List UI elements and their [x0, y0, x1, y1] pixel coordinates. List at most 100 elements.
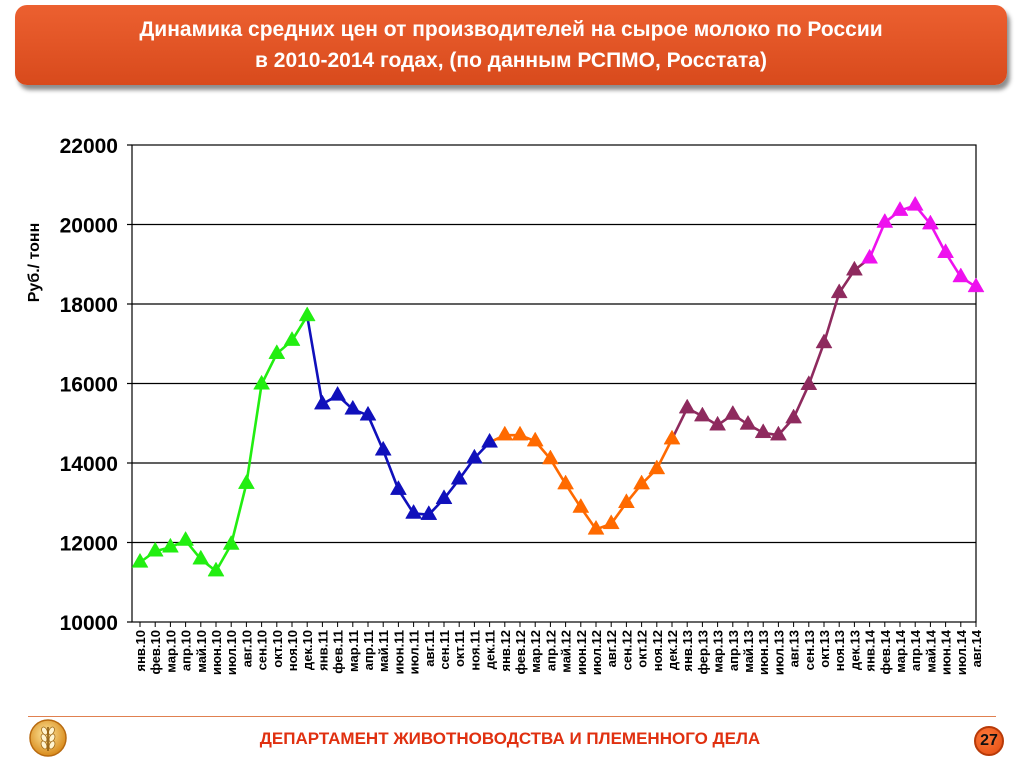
x-tick-label: май.11	[376, 630, 391, 672]
wheat-ear-logo-icon	[29, 719, 67, 757]
data-point-фев.14	[876, 213, 894, 228]
x-tick-label: июн.14	[939, 629, 954, 675]
y-axis-label: Руб./ тонн	[26, 223, 43, 303]
x-tick-label: ноя.10	[285, 630, 300, 671]
data-point-дек.10	[298, 306, 316, 322]
data-point-май.14	[921, 214, 939, 230]
x-tick-label: июл.14	[954, 629, 969, 675]
y-tick-label: 14000	[60, 453, 118, 476]
data-point-мар.10	[161, 537, 179, 553]
x-tick-label: июл.10	[224, 630, 239, 675]
title-banner: Динамика средних цен от производителей н…	[15, 5, 1007, 85]
data-point-сен.12	[617, 493, 635, 508]
data-point-мар.11	[344, 399, 362, 415]
x-tick-label: ноя.12	[650, 630, 665, 671]
data-point-дек.13	[845, 260, 863, 276]
x-tick-label: дек.12	[665, 630, 680, 670]
x-tick-label: фев.12	[513, 630, 528, 675]
x-tick-label: окт.13	[817, 630, 832, 668]
data-point-апр.12	[541, 449, 559, 465]
y-tick-label: 16000	[60, 374, 118, 397]
x-tick-label: сен.12	[619, 630, 634, 670]
x-tick-label: авг.10	[239, 630, 254, 667]
data-point-июл.12	[587, 519, 605, 535]
data-point-янв.13	[678, 398, 696, 414]
data-point-ноя.11	[465, 448, 483, 464]
x-tick-label: апр.11	[361, 630, 376, 670]
data-point-дек.12	[663, 429, 681, 445]
x-tick-label: май.13	[741, 630, 756, 673]
data-point-янв.12	[496, 425, 514, 441]
x-tick-label: окт.12	[635, 630, 650, 668]
y-tick-label: 18000	[60, 294, 118, 317]
slide-title-line2: в 2010-2014 годах, (по данным РСПМО, Рос…	[255, 49, 767, 72]
x-tick-label: сен.11	[437, 630, 452, 670]
y-tick-label: 20000	[60, 215, 118, 238]
data-point-сен.10	[253, 374, 271, 390]
x-tick-label: окт.10	[270, 630, 285, 668]
data-point-май.11	[374, 440, 392, 456]
x-tick-label: май.10	[194, 630, 209, 673]
x-tick-label: авг.14	[969, 629, 984, 667]
x-tick-label: июн.10	[209, 630, 224, 675]
data-point-апр.10	[177, 531, 195, 546]
data-point-окт.13	[815, 333, 833, 349]
department-footer: ДЕПАРТАМЕНТ ЖИВОТНОВОДСТВА И ПЛЕМЕННОГО …	[259, 729, 761, 748]
data-point-апр.11	[359, 405, 377, 421]
y-tick-label: 10000	[60, 612, 118, 635]
data-point-авг.11	[420, 505, 438, 520]
x-tick-label: апр.14	[908, 629, 923, 671]
data-point-янв.10	[131, 552, 149, 568]
x-tick-label: сен.10	[255, 630, 270, 670]
data-point-июл.13	[769, 425, 787, 441]
x-tick-label: дек.11	[483, 630, 498, 669]
x-tick-label: фев.14	[878, 629, 893, 674]
data-point-июл.10	[222, 534, 240, 550]
x-tick-label: мар.11	[346, 630, 361, 672]
y-tick-label: 12000	[60, 533, 118, 556]
data-point-июн.12	[572, 498, 590, 513]
data-point-янв.14	[861, 248, 879, 264]
x-tick-label: авг.12	[604, 630, 619, 667]
data-point-окт.12	[633, 474, 651, 490]
data-point-фев.11	[329, 385, 347, 401]
data-point-апр.14	[906, 195, 924, 211]
data-point-окт.10	[268, 344, 286, 359]
data-point-мар.12	[526, 431, 544, 447]
x-tick-label: июл.12	[589, 630, 604, 675]
x-tick-label: мар.12	[528, 630, 543, 673]
data-point-май.13	[739, 414, 757, 430]
x-tick-label: дек.13	[847, 630, 862, 670]
data-point-ноя.13	[830, 283, 848, 299]
x-tick-label: май.12	[559, 630, 574, 673]
data-point-фер.13	[693, 406, 711, 422]
x-tick-label: июн.12	[574, 630, 589, 675]
x-tick-label: дек.10	[300, 630, 315, 670]
data-point-мар.13	[709, 415, 727, 431]
x-tick-label: янв.10	[133, 630, 148, 672]
data-point-сен.13	[800, 375, 818, 390]
data-point-дек.11	[481, 432, 499, 448]
data-point-июн.11	[389, 480, 407, 495]
data-point-июн.13	[754, 423, 772, 439]
data-point-янв.11	[313, 394, 331, 410]
data-point-май.12	[557, 474, 575, 490]
data-point-мар.14	[891, 201, 909, 216]
x-tick-label: окт.11	[452, 630, 467, 667]
page-number-badge: 27	[974, 726, 1004, 756]
x-tick-label: янв.12	[498, 630, 513, 672]
x-tick-label: мар.10	[163, 630, 178, 673]
x-tick-label: ноя.13	[832, 630, 847, 671]
data-point-ноя.12	[648, 459, 666, 475]
data-point-сен.11	[435, 489, 453, 505]
footer-divider	[28, 716, 996, 717]
data-point-авг.14	[967, 277, 985, 293]
data-point-авг.13	[785, 408, 803, 424]
x-tick-label: июл.11	[407, 630, 422, 674]
x-tick-label: май.14	[923, 629, 938, 673]
x-tick-label: авг.11	[422, 630, 437, 667]
data-point-июл.11	[405, 503, 423, 519]
x-tick-label: апр.10	[179, 630, 194, 671]
x-tick-label: фер.13	[695, 630, 710, 674]
